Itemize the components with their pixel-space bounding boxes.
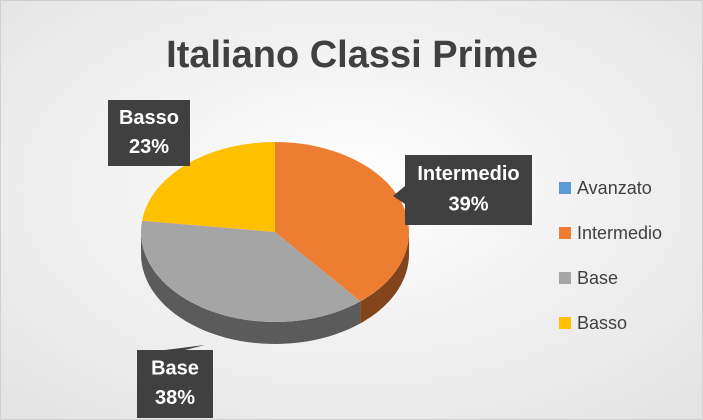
callout-box — [137, 350, 213, 418]
legend-swatch — [559, 317, 571, 329]
pie — [141, 142, 409, 344]
slice — [142, 142, 275, 232]
slice — [275, 142, 409, 302]
callout-pointer — [165, 345, 205, 350]
callout-box — [405, 155, 532, 225]
legend-label: Base — [577, 268, 618, 288]
data-label-value: 23% — [129, 136, 169, 158]
data-labels: Intermedio 39% Base 38% Basso 23% — [108, 100, 532, 418]
chart-title: Italiano Classi Prime — [166, 34, 538, 76]
slice — [141, 220, 361, 322]
legend-swatch — [559, 272, 571, 284]
legend-label: Basso — [577, 313, 627, 333]
callout-pointer — [393, 186, 405, 204]
slice-side — [360, 232, 409, 324]
legend-label: Avanzato — [577, 178, 652, 198]
legend-swatch — [559, 182, 571, 194]
data-label-category: Basso — [119, 107, 179, 129]
data-label-category: Base — [151, 357, 199, 379]
legend-swatch — [559, 227, 571, 239]
legend: Avanzato Intermedio Base Basso — [559, 178, 662, 333]
data-label-category: Intermedio — [417, 163, 519, 185]
slice-side — [141, 232, 361, 344]
data-label-value: 38% — [155, 387, 195, 409]
legend-label: Intermedio — [577, 223, 662, 243]
data-label-value: 39% — [448, 194, 488, 216]
callout-box — [108, 100, 190, 166]
